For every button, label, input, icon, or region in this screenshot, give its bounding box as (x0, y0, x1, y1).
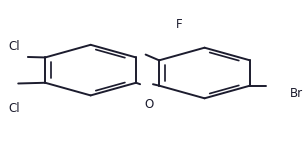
Text: Br: Br (290, 87, 303, 100)
Text: Cl: Cl (9, 102, 20, 115)
Text: O: O (145, 98, 154, 111)
Text: Cl: Cl (9, 40, 20, 53)
Text: F: F (176, 18, 183, 31)
